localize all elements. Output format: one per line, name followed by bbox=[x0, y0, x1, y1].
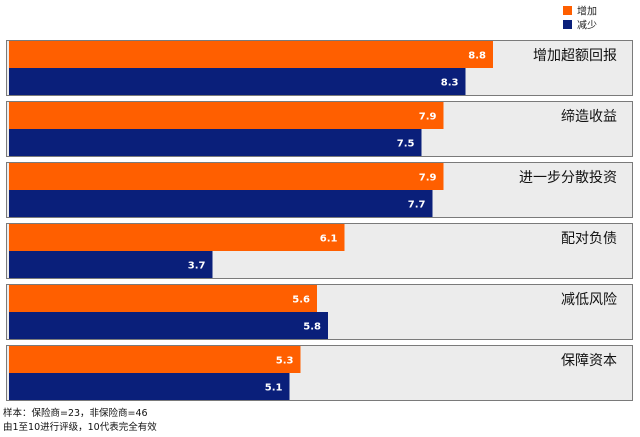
value-label-2-1: 7.7 bbox=[408, 200, 426, 211]
legend-label-0: 增加 bbox=[577, 5, 597, 18]
value-label-2-0: 7.9 bbox=[419, 173, 437, 184]
category-label-3: 配对负债 bbox=[561, 231, 617, 247]
rating-note: 由1至10进行评级，10代表完全有效 bbox=[3, 422, 157, 433]
legend-swatch-0 bbox=[563, 6, 572, 15]
legend-swatch-1 bbox=[563, 20, 572, 29]
category-label-2: 进一步分散投资 bbox=[519, 170, 617, 186]
value-label-0-1: 8.3 bbox=[441, 78, 459, 89]
value-label-0-0: 8.8 bbox=[468, 51, 486, 62]
value-label-5-1: 5.1 bbox=[265, 383, 283, 394]
value-label-5-0: 5.3 bbox=[276, 356, 294, 367]
bar-4-1 bbox=[9, 312, 328, 339]
value-label-3-0: 6.1 bbox=[320, 234, 338, 245]
category-label-1: 缔造收益 bbox=[561, 108, 617, 125]
value-label-1-0: 7.9 bbox=[419, 112, 437, 123]
value-label-1-1: 7.5 bbox=[397, 139, 415, 150]
bar-0-0 bbox=[9, 41, 493, 68]
value-label-3-1: 3.7 bbox=[188, 261, 206, 272]
bar-2-1 bbox=[9, 190, 433, 217]
value-label-4-1: 5.8 bbox=[303, 322, 321, 333]
category-label-5: 保障资本 bbox=[561, 353, 617, 369]
category-label-0: 增加超额回报 bbox=[533, 48, 617, 64]
bar-1-0 bbox=[9, 102, 444, 129]
bar-5-0 bbox=[9, 346, 301, 373]
bar-0-1 bbox=[9, 68, 466, 95]
bar-2-0 bbox=[9, 163, 444, 190]
bar-3-1 bbox=[9, 251, 213, 278]
category-label-4: 减低风险 bbox=[561, 292, 617, 308]
value-label-4-0: 5.6 bbox=[292, 295, 310, 306]
bar-1-1 bbox=[9, 129, 422, 156]
bar-5-1 bbox=[9, 373, 290, 400]
sample-note: 样本：保险商=23，非保险商=46 bbox=[3, 408, 148, 419]
legend-label-1: 减少 bbox=[577, 20, 597, 32]
bar-3-0 bbox=[9, 224, 345, 251]
bar-4-0 bbox=[9, 285, 317, 312]
